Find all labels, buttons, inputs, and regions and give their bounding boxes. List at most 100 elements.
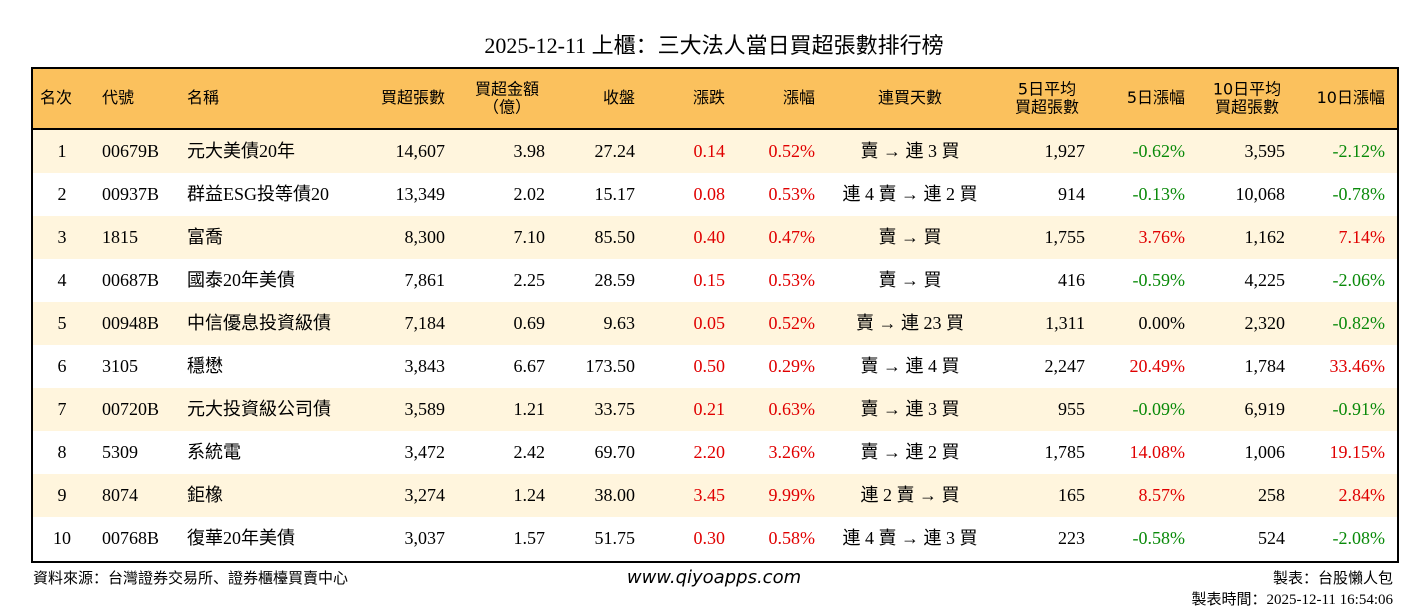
table-cell: 連 4 賣 → 連 2 買 bbox=[842, 183, 978, 204]
table-cell: 8,300 bbox=[404, 226, 446, 247]
table-cell: 15.17 bbox=[594, 183, 636, 204]
header-cell: 名次 bbox=[40, 89, 72, 107]
table-cell: 賣 → 連 4 買 bbox=[860, 355, 960, 376]
table-cell: 賣 → 買 bbox=[878, 226, 942, 247]
table-cell: 1,755 bbox=[1044, 226, 1086, 247]
table-cell: 3.26% bbox=[768, 441, 816, 462]
table-cell: 10,068 bbox=[1235, 183, 1286, 204]
table-cell: -2.12% bbox=[1332, 140, 1386, 161]
table-cell: 0.15 bbox=[693, 269, 726, 290]
table-cell: 416 bbox=[1058, 269, 1085, 290]
table-cell: 系統電 bbox=[187, 441, 241, 462]
table-cell: 2.25 bbox=[513, 269, 546, 290]
table-cell: 連 2 賣 → 買 bbox=[860, 484, 960, 505]
table-row bbox=[33, 216, 1397, 259]
table-row bbox=[33, 474, 1397, 517]
header-cell: 10日平均 買超張數 bbox=[1213, 80, 1281, 115]
table-cell: 4 bbox=[57, 269, 67, 290]
header-text: 連買天數 bbox=[877, 88, 943, 108]
table-row bbox=[33, 130, 1397, 173]
table-cell: 復華20年美債 bbox=[187, 527, 295, 548]
table-cell: 0.63% bbox=[768, 398, 816, 419]
header-text: 5日平均 bbox=[1017, 79, 1077, 99]
table-row bbox=[33, 302, 1397, 345]
table-cell: 6.67 bbox=[513, 355, 546, 376]
header-cell: 5日平均 買超張數 bbox=[1015, 80, 1079, 115]
table-cell: 2.02 bbox=[513, 183, 546, 204]
table-cell: -0.13% bbox=[1132, 183, 1186, 204]
table-cell: 1 bbox=[57, 140, 67, 161]
header-text: 買超張數 bbox=[380, 88, 445, 108]
table-cell: 賣 → 買 bbox=[878, 269, 942, 290]
table-cell: 2.20 bbox=[693, 441, 726, 462]
table-cell: 2.42 bbox=[513, 441, 546, 462]
table-cell: 3,843 bbox=[404, 355, 446, 376]
table-cell: 3,037 bbox=[404, 527, 446, 548]
table-cell: 20.49% bbox=[1129, 355, 1186, 376]
header-text: 收盤 bbox=[602, 88, 635, 108]
table-cell: 7.10 bbox=[513, 226, 546, 247]
table-cell: 3.76% bbox=[1138, 226, 1186, 247]
table-cell: 群益ESG投等債20 bbox=[187, 183, 330, 204]
table-cell: 14,607 bbox=[395, 140, 446, 161]
table-cell: 3,274 bbox=[404, 484, 446, 505]
table-cell: 賣 → 連 2 買 bbox=[860, 441, 960, 462]
table-cell: 0.53% bbox=[768, 183, 816, 204]
table-cell: 0.21 bbox=[693, 398, 726, 419]
header-text: 名稱 bbox=[187, 88, 220, 108]
header-text: 10日平均 bbox=[1212, 79, 1282, 99]
table-cell: 3,595 bbox=[1244, 140, 1286, 161]
header-cell: 漲跌 bbox=[693, 89, 725, 107]
table-cell: 1,162 bbox=[1244, 226, 1286, 247]
table-cell: 1,927 bbox=[1044, 140, 1086, 161]
header-text: 名次 bbox=[40, 88, 73, 108]
table-cell: -0.82% bbox=[1332, 312, 1386, 333]
table-cell: 富喬 bbox=[187, 226, 223, 247]
table-row bbox=[33, 388, 1397, 431]
table-cell: 00768B bbox=[102, 527, 160, 548]
table-cell: 19.15% bbox=[1329, 441, 1386, 462]
table-cell: 0.14 bbox=[693, 140, 726, 161]
table-cell: 1,784 bbox=[1244, 355, 1286, 376]
table-cell: 0.58% bbox=[768, 527, 816, 548]
table-row bbox=[33, 431, 1397, 474]
table-cell: 1,785 bbox=[1044, 441, 1086, 462]
table-border bbox=[31, 67, 1399, 563]
table-cell: 5 bbox=[57, 312, 67, 333]
table-header bbox=[33, 69, 1397, 130]
table-cell: 0.05 bbox=[693, 312, 726, 333]
table-cell: 00948B bbox=[102, 312, 160, 333]
table-cell: 0.29% bbox=[768, 355, 816, 376]
table-cell: 0.52% bbox=[768, 312, 816, 333]
table-cell: -0.58% bbox=[1132, 527, 1186, 548]
table-cell: 0.00% bbox=[1138, 312, 1186, 333]
table-cell: 賣 → 連 23 買 bbox=[856, 312, 964, 333]
table-cell: 8.57% bbox=[1138, 484, 1186, 505]
table-cell: 69.70 bbox=[594, 441, 636, 462]
table-cell: 中信優息投資級債 bbox=[187, 312, 331, 333]
table-cell: 00687B bbox=[102, 269, 160, 290]
table-cell: 0.40 bbox=[693, 226, 726, 247]
table-cell: -0.59% bbox=[1132, 269, 1186, 290]
header-text: 漲幅 bbox=[782, 88, 815, 108]
table-cell: 3.98 bbox=[513, 140, 546, 161]
table-cell: 9 bbox=[57, 484, 67, 505]
table-cell: 4,225 bbox=[1244, 269, 1286, 290]
table-cell: 2,320 bbox=[1244, 312, 1286, 333]
table-row bbox=[33, 173, 1397, 216]
table-cell: 連 4 賣 → 連 3 買 bbox=[842, 527, 978, 548]
header-cell: 10日漲幅 bbox=[1317, 89, 1385, 107]
table-cell: 1.24 bbox=[513, 484, 546, 505]
table-cell: 3 bbox=[57, 226, 67, 247]
table-cell: 27.24 bbox=[594, 140, 636, 161]
source: 資料來源：台灣證券交易所、證券櫃檯買賣中心 bbox=[33, 571, 349, 587]
header-cell: 買超金額 （億） bbox=[475, 80, 539, 115]
table-cell: 33.46% bbox=[1329, 355, 1386, 376]
header-text: 代號 bbox=[102, 88, 135, 108]
header-text: 10日漲幅 bbox=[1316, 88, 1385, 108]
table-cell: 914 bbox=[1058, 183, 1085, 204]
maker: 製表：台股懶人包 bbox=[1272, 571, 1393, 587]
table-cell: 0.50 bbox=[693, 355, 726, 376]
header-text: 買超金額 bbox=[474, 79, 540, 99]
table-cell: 9.99% bbox=[768, 484, 816, 505]
